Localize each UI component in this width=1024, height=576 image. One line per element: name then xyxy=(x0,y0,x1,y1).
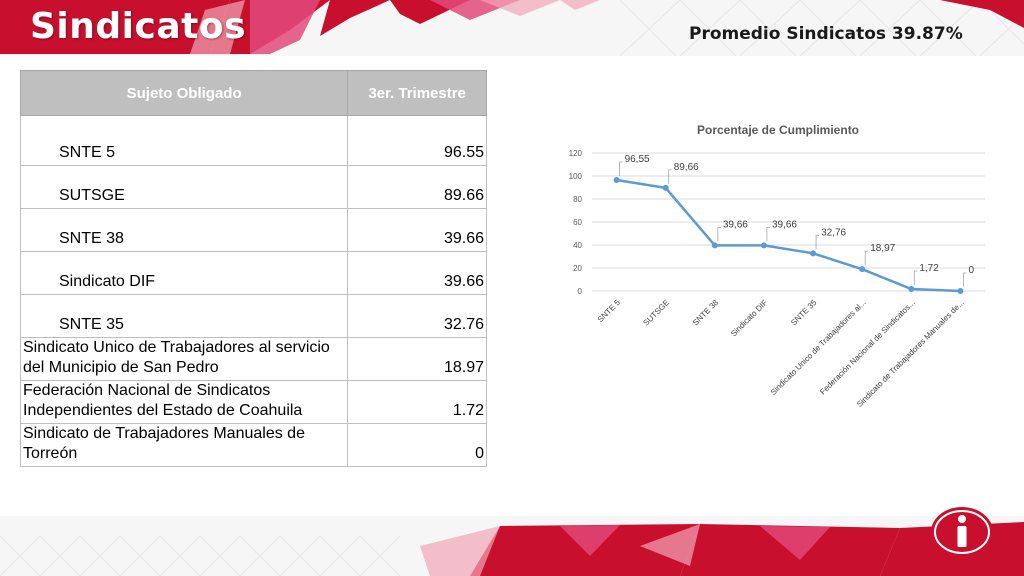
row-name: Sindicato DIF xyxy=(19,251,349,295)
table-row: SNTE 35 32.76 xyxy=(19,294,487,338)
y-tick-label: 80 xyxy=(573,195,582,204)
row-value: 96.55 xyxy=(347,115,487,166)
data-label: 32,76 xyxy=(821,227,846,238)
data-point xyxy=(810,250,817,257)
table-row: SNTE 5 96.55 xyxy=(19,115,487,166)
data-label-leader xyxy=(668,169,672,184)
chart-data-labels: 96,55 89,66 39,66 39,66 32,76 18,97 1,72 0 xyxy=(619,154,974,287)
data-label-leader xyxy=(619,161,623,176)
data-label-leader xyxy=(766,226,770,242)
table-row: SNTE 38 39.66 xyxy=(19,208,487,252)
compliance-table: Sujeto Obligado 3er. Trimestre SNTE 5 96… xyxy=(19,70,487,467)
data-point xyxy=(908,286,915,293)
data-label-leader xyxy=(864,250,869,266)
data-label: 39,66 xyxy=(723,219,748,230)
data-label: 39,66 xyxy=(772,219,797,230)
data-label: 0 xyxy=(968,265,974,276)
data-label-leader xyxy=(717,226,721,242)
table-row: Federación Nacional de Sindicatos Indepe… xyxy=(19,380,487,424)
row-name: Sindicato de Trabajadores Manuales de To… xyxy=(19,423,349,467)
y-tick-label: 0 xyxy=(578,287,583,296)
chart-series xyxy=(613,176,964,294)
y-tick-label: 40 xyxy=(573,241,582,250)
table-row: Sindicato Unico de Trabajadores al servi… xyxy=(19,337,487,381)
data-point xyxy=(957,288,964,294)
footer-decoration xyxy=(0,516,1024,576)
row-value: 0 xyxy=(347,423,487,467)
row-name: SNTE 35 xyxy=(19,294,349,338)
row-value: 39.66 xyxy=(347,251,487,295)
data-label: 18,97 xyxy=(870,243,895,254)
y-axis-ticks: 0 20 40 60 80 100 120 xyxy=(569,149,583,296)
slide-title: Sindicatos xyxy=(30,6,247,47)
row-value: 18.97 xyxy=(347,337,487,381)
average-summary: Promedio Sindicatos 39.87% xyxy=(689,24,963,44)
row-value: 89.66 xyxy=(347,165,487,209)
data-point xyxy=(613,176,620,183)
row-value: 39.66 xyxy=(347,208,487,252)
x-tick-label: SNTE 5 xyxy=(596,298,623,325)
data-point xyxy=(662,184,669,191)
chart-title: Porcentaje de Cumplimiento xyxy=(697,123,859,137)
compliance-line-chart: Porcentaje de Cumplimiento 0 20 40 60 80 100 1… xyxy=(569,123,985,409)
data-label: 96,55 xyxy=(625,154,650,165)
row-value: 1.72 xyxy=(347,380,487,424)
x-tick-label: Federación Nacional de Sindicatos... xyxy=(818,298,916,396)
x-axis-labels: SNTE 5 SUTSGE SNTE 38 Sindicato DIF SNTE 35S… xyxy=(596,298,966,409)
data-label: 89,66 xyxy=(674,162,699,173)
data-label-leader xyxy=(963,272,967,287)
table-row: SUTSGE 89.66 xyxy=(19,165,487,209)
row-name: SNTE 38 xyxy=(19,208,349,252)
data-point xyxy=(859,266,866,273)
table-row: Sindicato de Trabajadores Manuales de To… xyxy=(19,423,487,467)
data-point xyxy=(711,242,718,249)
row-value: 32.76 xyxy=(347,294,487,338)
row-name: SNTE 5 xyxy=(19,115,349,166)
y-tick-label: 60 xyxy=(573,218,582,227)
row-name: SUTSGE xyxy=(19,165,349,209)
x-tick-label: Sindicato DIF xyxy=(729,298,769,338)
data-label: 1,72 xyxy=(919,263,939,274)
row-name: Federación Nacional de Sindicatos Indepe… xyxy=(19,380,349,424)
y-tick-label: 20 xyxy=(573,264,582,273)
data-point xyxy=(760,242,767,249)
info-icon xyxy=(931,507,993,557)
x-tick-label: SNTE 35 xyxy=(789,298,819,328)
y-tick-label: 100 xyxy=(569,172,583,181)
table-row: Sindicato DIF 39.66 xyxy=(19,251,487,295)
row-name: Sindicato Unico de Trabajadores al servi… xyxy=(19,337,349,381)
table-header-row: Sujeto Obligado 3er. Trimestre xyxy=(19,70,487,116)
x-tick-label: SNTE 38 xyxy=(691,298,721,328)
chart-gridlines xyxy=(592,152,985,292)
x-tick-label: Sindicato de Trabajadores Manuales de... xyxy=(855,298,966,409)
series-line xyxy=(616,178,961,293)
x-tick-label: Sindicato Unico de Trabajadores al... xyxy=(769,298,868,397)
data-label-leader xyxy=(913,270,918,286)
header-trimestre: 3er. Trimestre xyxy=(347,70,487,116)
header-sujeto-obligado: Sujeto Obligado xyxy=(19,70,349,116)
x-tick-label: SUTSGE xyxy=(641,298,671,328)
y-tick-label: 120 xyxy=(569,149,583,158)
data-label-leader xyxy=(815,234,820,250)
